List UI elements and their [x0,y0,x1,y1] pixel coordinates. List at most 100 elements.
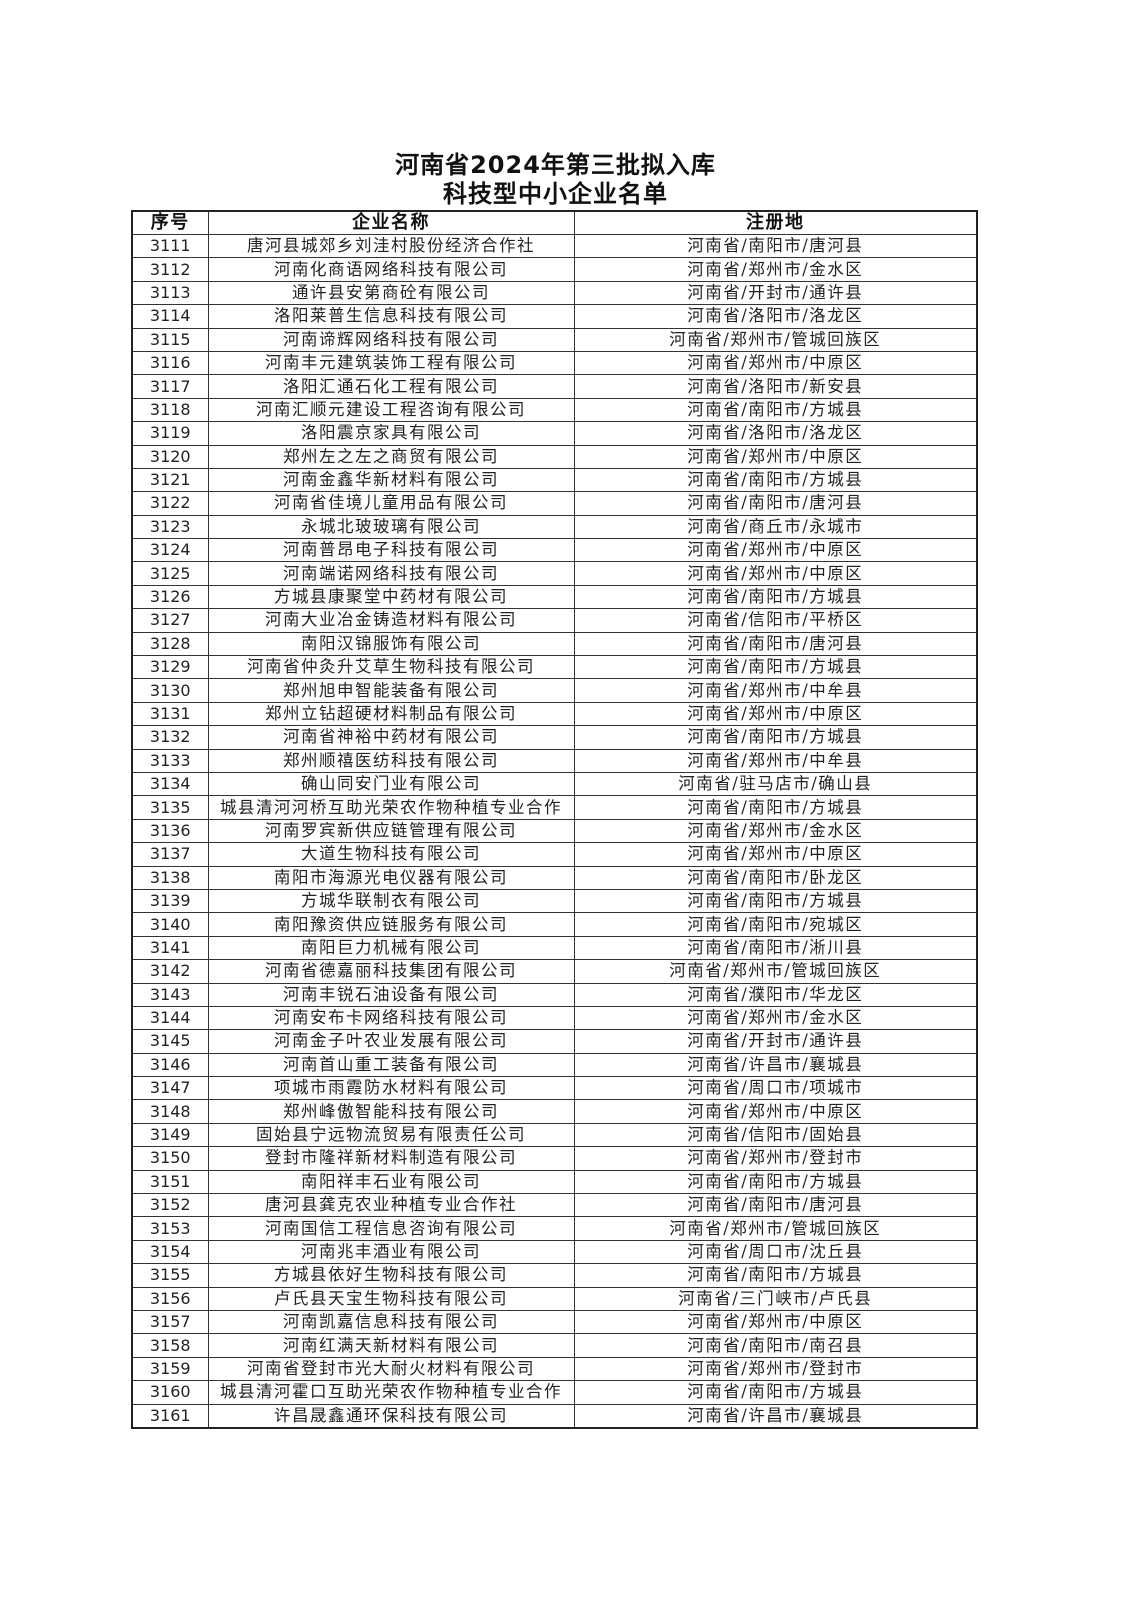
serial-number-cell: 3114 [131,304,209,329]
table-row: 3126 方城县康聚堂中药材有限公司 河南省/南阳市/方城县 [131,584,978,610]
registered-location-cell: 河南省/洛阳市/洛龙区 [573,304,978,329]
serial-number-cell: 3115 [131,327,209,352]
serial-number-cell: 3148 [131,1099,209,1124]
table-row: 3139 方城华联制衣有限公司 河南省/南阳市/方城县 [131,888,978,914]
company-name-cell: 河南化商语网络科技有限公司 [207,257,575,282]
header-registered-location: 注册地 [573,210,978,235]
registered-location-cell: 河南省/郑州市/金水区 [573,1005,978,1031]
table-row: 3133 郑州顺禧医纺科技有限公司 河南省/郑州市/中牟县 [131,748,978,773]
serial-number-cell: 3123 [131,514,209,540]
serial-number-cell: 3136 [131,818,209,844]
table-row: 3117 洛阳汇通石化工程有限公司 河南省/洛阳市/新安县 [131,374,978,399]
company-name-cell: 河南金鑫华新材料有限公司 [207,467,575,493]
serial-number-cell: 3119 [131,421,209,446]
registered-location-cell: 河南省/商丘市/永城市 [573,514,978,540]
company-name-cell: 河南丰锐石油设备有限公司 [207,982,575,1007]
serial-number-cell: 3122 [131,491,209,516]
table-row: 3119 洛阳震京家具有限公司 河南省/洛阳市/洛龙区 [131,421,978,446]
company-name-cell: 河南省仲灸升艾草生物科技有限公司 [207,655,575,680]
registered-location-cell: 河南省/郑州市/中原区 [573,561,978,586]
company-name-cell: 河南兆丰酒业有限公司 [207,1239,575,1265]
table-row: 3127 河南大业冶金铸造材料有限公司 河南省/信阳市/平桥区 [131,608,978,633]
registered-location-cell: 河南省/郑州市/管城回族区 [573,959,978,984]
table-row: 3131 郑州立钻超硬材料制品有限公司 河南省/郑州市/中原区 [131,701,978,727]
company-name-cell: 郑州立钻超硬材料制品有限公司 [207,701,575,727]
document-subtitle: 科技型中小企业名单 [443,180,668,208]
registered-location-cell: 河南省/郑州市/中原区 [573,538,978,563]
registered-location-cell: 河南省/郑州市/中牟县 [573,678,978,703]
company-name-cell: 登封市隆祥新材料制造有限公司 [207,1146,575,1171]
company-name-cell: 河南凯嘉信息科技有限公司 [207,1309,575,1335]
serial-number-cell: 3143 [131,982,209,1007]
company-name-cell: 洛阳莱普生信息科技有限公司 [207,304,575,329]
company-name-cell: 南阳祥丰石业有限公司 [207,1169,575,1195]
registered-location-cell: 河南省/开封市/通许县 [573,1029,978,1054]
registered-location-cell: 河南省/郑州市/登封市 [573,1146,978,1171]
company-name-cell: 河南大业冶金铸造材料有限公司 [207,608,575,633]
registered-location-cell: 河南省/南阳市/方城县 [573,655,978,680]
company-name-cell: 方城县康聚堂中药材有限公司 [207,584,575,610]
table-row: 3129 河南省仲灸升艾草生物科技有限公司 河南省/南阳市/方城县 [131,655,978,680]
company-name-cell: 河南省佳境儿童用品有限公司 [207,491,575,516]
serial-number-cell: 3142 [131,959,209,984]
header-company-name: 企业名称 [207,210,575,235]
table-row: 3112 河南化商语网络科技有限公司 河南省/郑州市/金水区 [131,257,978,282]
registered-location-cell: 河南省/郑州市/管城回族区 [573,327,978,352]
registered-location-cell: 河南省/郑州市/中原区 [573,842,978,867]
company-name-cell: 郑州峰傲智能科技有限公司 [207,1099,575,1124]
registered-location-cell: 河南省/周口市/沈丘县 [573,1239,978,1265]
company-name-cell: 河南罗宾新供应链管理有限公司 [207,818,575,844]
serial-number-cell: 3160 [131,1380,209,1405]
registered-location-cell: 河南省/南阳市/唐河县 [573,1193,978,1218]
registered-location-cell: 河南省/郑州市/中原区 [573,350,978,376]
table-row: 3158 河南红满天新材料有限公司 河南省/南阳市/南召县 [131,1333,978,1358]
company-name-cell: 郑州旭申智能装备有限公司 [207,678,575,703]
registered-location-cell: 河南省/郑州市/金水区 [573,818,978,844]
registered-location-cell: 河南省/郑州市/中原区 [573,1309,978,1335]
table-row: 3111 唐河县城郊乡刘洼村股份经济合作社 河南省/南阳市/唐河县 [131,233,978,259]
company-name-cell: 卢氏县天宝生物科技有限公司 [207,1286,575,1311]
serial-number-cell: 3153 [131,1216,209,1241]
serial-number-cell: 3150 [131,1146,209,1171]
serial-number-cell: 3135 [131,795,209,820]
registered-location-cell: 河南省/三门峡市/卢氏县 [573,1286,978,1311]
serial-number-cell: 3125 [131,561,209,586]
table-row: 3148 郑州峰傲智能科技有限公司 河南省/郑州市/中原区 [131,1099,978,1124]
serial-number-cell: 3161 [131,1403,209,1429]
serial-number-cell: 3146 [131,1052,209,1078]
company-name-cell: 南阳市海源光电仪器有限公司 [207,865,575,890]
registered-location-cell: 河南省/南阳市/方城县 [573,584,978,610]
registered-location-cell: 河南省/南阳市/方城县 [573,1380,978,1405]
registered-location-cell: 河南省/南阳市/唐河县 [573,631,978,657]
table-row: 3155 方城县依好生物科技有限公司 河南省/南阳市/方城县 [131,1263,978,1288]
company-name-cell: 河南丰元建筑装饰工程有限公司 [207,350,575,376]
table-row: 3115 河南谛辉网络科技有限公司 河南省/郑州市/管城回族区 [131,327,978,352]
table-row: 3132 河南省神裕中药材有限公司 河南省/南阳市/方城县 [131,725,978,750]
company-name-cell: 河南谛辉网络科技有限公司 [207,327,575,352]
serial-number-cell: 3145 [131,1029,209,1054]
company-name-cell: 确山同安门业有限公司 [207,771,575,797]
company-name-cell: 唐河县龚克农业种植专业合作社 [207,1193,575,1218]
company-name-cell: 河南安布卡网络科技有限公司 [207,1005,575,1031]
registered-location-cell: 河南省/南阳市/方城县 [573,888,978,914]
company-name-cell: 郑州顺禧医纺科技有限公司 [207,748,575,773]
serial-number-cell: 3139 [131,888,209,914]
company-name-cell: 永城北玻玻璃有限公司 [207,514,575,540]
registered-location-cell: 河南省/南阳市/宛城区 [573,912,978,937]
company-name-cell: 固始县宁远物流贸易有限责任公司 [207,1122,575,1148]
serial-number-cell: 3141 [131,935,209,961]
company-name-cell: 洛阳震京家具有限公司 [207,421,575,446]
table-row: 3146 河南首山重工装备有限公司 河南省/许昌市/襄城县 [131,1052,978,1078]
serial-number-cell: 3144 [131,1005,209,1031]
serial-number-cell: 3116 [131,350,209,376]
company-name-cell: 唐河县城郊乡刘洼村股份经济合作社 [207,233,575,259]
table-row: 3130 郑州旭申智能装备有限公司 河南省/郑州市/中牟县 [131,678,978,703]
company-name-cell: 河南端诺网络科技有限公司 [207,561,575,586]
serial-number-cell: 3138 [131,865,209,890]
registered-location-cell: 河南省/信阳市/固始县 [573,1122,978,1148]
table-row: 3138 南阳市海源光电仪器有限公司 河南省/南阳市/卧龙区 [131,865,978,890]
registered-location-cell: 河南省/洛阳市/新安县 [573,374,978,399]
registered-location-cell: 河南省/开封市/通许县 [573,280,978,306]
table-row: 3150 登封市隆祥新材料制造有限公司 河南省/郑州市/登封市 [131,1146,978,1171]
serial-number-cell: 3152 [131,1193,209,1218]
